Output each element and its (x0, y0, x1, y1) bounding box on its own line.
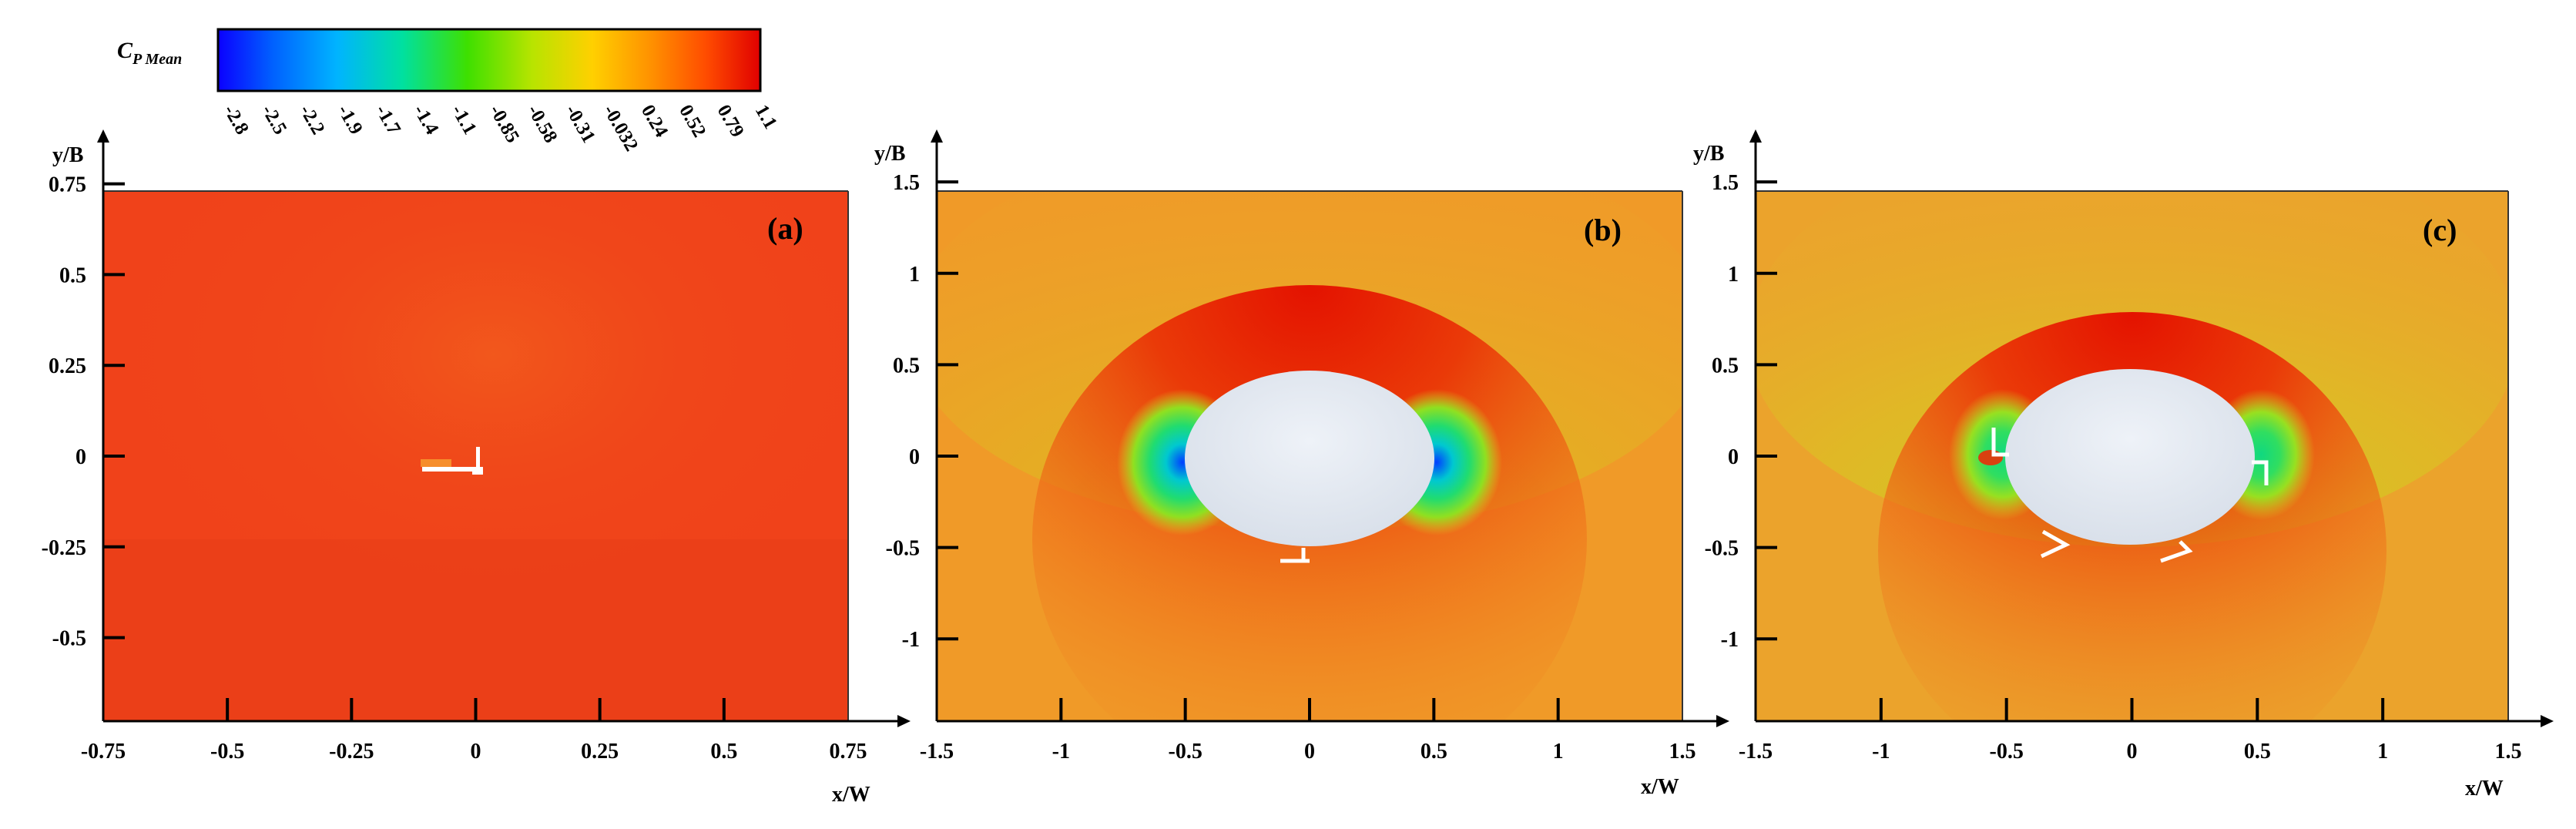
y-tick-label: -1 (902, 628, 920, 652)
x-tick-label: -0.5 (1990, 740, 2024, 764)
x-tick-label: 0.5 (710, 740, 737, 764)
panel-c-ylabel: y/B (1693, 142, 1724, 166)
panel-c-right-flap (2252, 460, 2269, 485)
colorbar-tick-label: 0.79 (713, 102, 748, 141)
colorbar-tick-label: -1.7 (371, 102, 404, 139)
panel-a-field-lower-shade (103, 539, 848, 721)
panel-b-y-arrow (931, 129, 943, 143)
y-tick-label: -0.25 (42, 536, 86, 560)
x-tick-label: -0.75 (81, 740, 126, 764)
y-tick-label: -1 (1721, 628, 1739, 652)
panel-a-xlabel: x/W (832, 783, 870, 807)
panel-a-label: (a) (767, 211, 803, 246)
panel-c: -1.5 -1 -0.5 0 0.5 1 1.5 1.5 1 0.5 0 -0.5 -1 (c) x/W… (1693, 129, 2554, 800)
x-tick-label: -0.25 (329, 740, 374, 764)
x-tick-label: 0.5 (2244, 740, 2271, 764)
panel-b-ellipse-body (1185, 371, 1434, 546)
panel-b-xlabel: x/W (1641, 775, 1679, 799)
colorbar-tick-label: -1.4 (409, 102, 442, 139)
y-tick-label: 1.5 (1712, 171, 1739, 195)
panel-c-left-flap (1991, 428, 2009, 457)
colorbar-tick-label: 0.52 (675, 102, 709, 141)
panel-a-ylabel: y/B (52, 143, 83, 167)
y-tick-label: 0 (909, 445, 920, 469)
x-tick-label: -0.5 (1169, 740, 1202, 764)
x-tick-label: -1 (1872, 740, 1890, 764)
colorbar-tick-label: -0.85 (485, 102, 523, 147)
colorbar-tick-label: -1.9 (334, 102, 367, 139)
colorbar-tick-label: 1.1 (751, 102, 781, 133)
y-tick-label: 1.5 (893, 171, 920, 195)
y-tick-label: 0.5 (59, 263, 86, 287)
panel-a-plate (422, 467, 476, 472)
x-tick-label: -1.5 (920, 740, 954, 764)
y-tick-label: -0.5 (886, 537, 920, 561)
panel-b-x-arrow (1716, 715, 1729, 727)
panel-c-lower-left-strut (2040, 529, 2071, 559)
y-tick-label: 1 (1728, 263, 1739, 287)
x-tick-label: 0.5 (1420, 740, 1447, 764)
panel-c-ticks: -1.5 -1 -0.5 0 0.5 1 1.5 1.5 1 0.5 0 -0.5 -1 (1705, 171, 2522, 764)
panel-a: -0.75 -0.5 -0.25 0 0.25 0.5 0.75 0.75 0.5 0.25 0 -0… (42, 129, 911, 807)
x-tick-label: 1.5 (1669, 740, 1696, 764)
panel-a-ticks: -0.75 -0.5 -0.25 0 0.25 0.5 0.75 0.75 0.5 0.25 0 -0… (42, 173, 867, 764)
y-tick-label: 0.5 (1712, 354, 1739, 378)
panel-c-y-arrow (1749, 129, 1762, 143)
colorbar-title: CP Mean (117, 38, 182, 68)
x-tick-label: 0 (1304, 740, 1315, 764)
panel-c-ellipse-body (2005, 369, 2255, 545)
colorbar-gradient (216, 28, 762, 92)
x-tick-label: 0.75 (830, 740, 867, 764)
y-tick-label: 0.75 (49, 173, 86, 197)
y-tick-label: -0.5 (1705, 537, 1739, 561)
y-tick-label: 0 (75, 445, 86, 469)
panel-b-ylabel: y/B (874, 142, 905, 166)
panel-c-xlabel: x/W (2465, 777, 2504, 800)
panel-a-post (476, 447, 480, 468)
y-tick-label: 0.5 (893, 354, 920, 378)
colorbar-tick-label: -1.1 (448, 102, 481, 139)
y-tick-label: 0 (1728, 445, 1739, 469)
panel-b-ticks: -1.5 -1 -0.5 0 0.5 1 1.5 1.5 1 0.5 0 -0.5 -1 (886, 171, 1696, 764)
panel-b-label: (b) (1584, 213, 1622, 247)
colorbar-tick-label: -0.31 (561, 102, 599, 147)
y-tick-label: -0.5 (52, 627, 86, 651)
colorbar: CP Mean -2.8 -2.5 -2.2 -1.9 -1.7 -1.4 -1.1 -0.8… (117, 28, 781, 155)
x-tick-label: 1 (2377, 740, 2388, 764)
panel-b: -1.5 -1 -0.5 0 0.5 1 1.5 1.5 1 0.5 0 -0.5 -1 (b) x/W… (874, 129, 1729, 799)
colorbar-tick-label: -0.032 (599, 102, 642, 155)
panel-a-y-arrow (97, 129, 109, 143)
colorbar-tick-label: -0.58 (523, 102, 561, 147)
colorbar-tick-label: -2.5 (257, 102, 290, 139)
x-tick-label: 1.5 (2495, 740, 2522, 764)
y-tick-label: 1 (909, 263, 920, 287)
panel-c-left-hotspot (1978, 450, 2003, 465)
colorbar-ticks: -2.8 -2.5 -2.2 -1.9 -1.7 -1.4 -1.1 -0.85 -0.58 -0… (220, 102, 781, 155)
panel-c-lower-right-strut (2160, 540, 2193, 563)
colorbar-tick-label: -2.2 (295, 102, 328, 139)
colorbar-tick-label: -2.8 (220, 102, 253, 139)
x-tick-label: -1 (1052, 740, 1070, 764)
x-tick-label: -1.5 (1739, 740, 1773, 764)
panel-c-x-arrow (2541, 715, 2554, 727)
panel-a-plate-wake (421, 459, 451, 467)
y-tick-label: 0.25 (49, 354, 86, 378)
x-tick-label: 0 (471, 740, 481, 764)
panel-c-label: (c) (2423, 213, 2457, 247)
x-tick-label: 1 (1553, 740, 1564, 764)
colorbar-tick-label: 0.24 (637, 102, 673, 142)
x-tick-label: -0.5 (210, 740, 244, 764)
x-tick-label: 0 (2127, 740, 2138, 764)
panel-a-post-base (472, 467, 483, 475)
x-tick-label: 0.25 (581, 740, 619, 764)
panel-a-x-arrow (897, 715, 911, 727)
panel-a-field-upper-glow (103, 191, 848, 647)
